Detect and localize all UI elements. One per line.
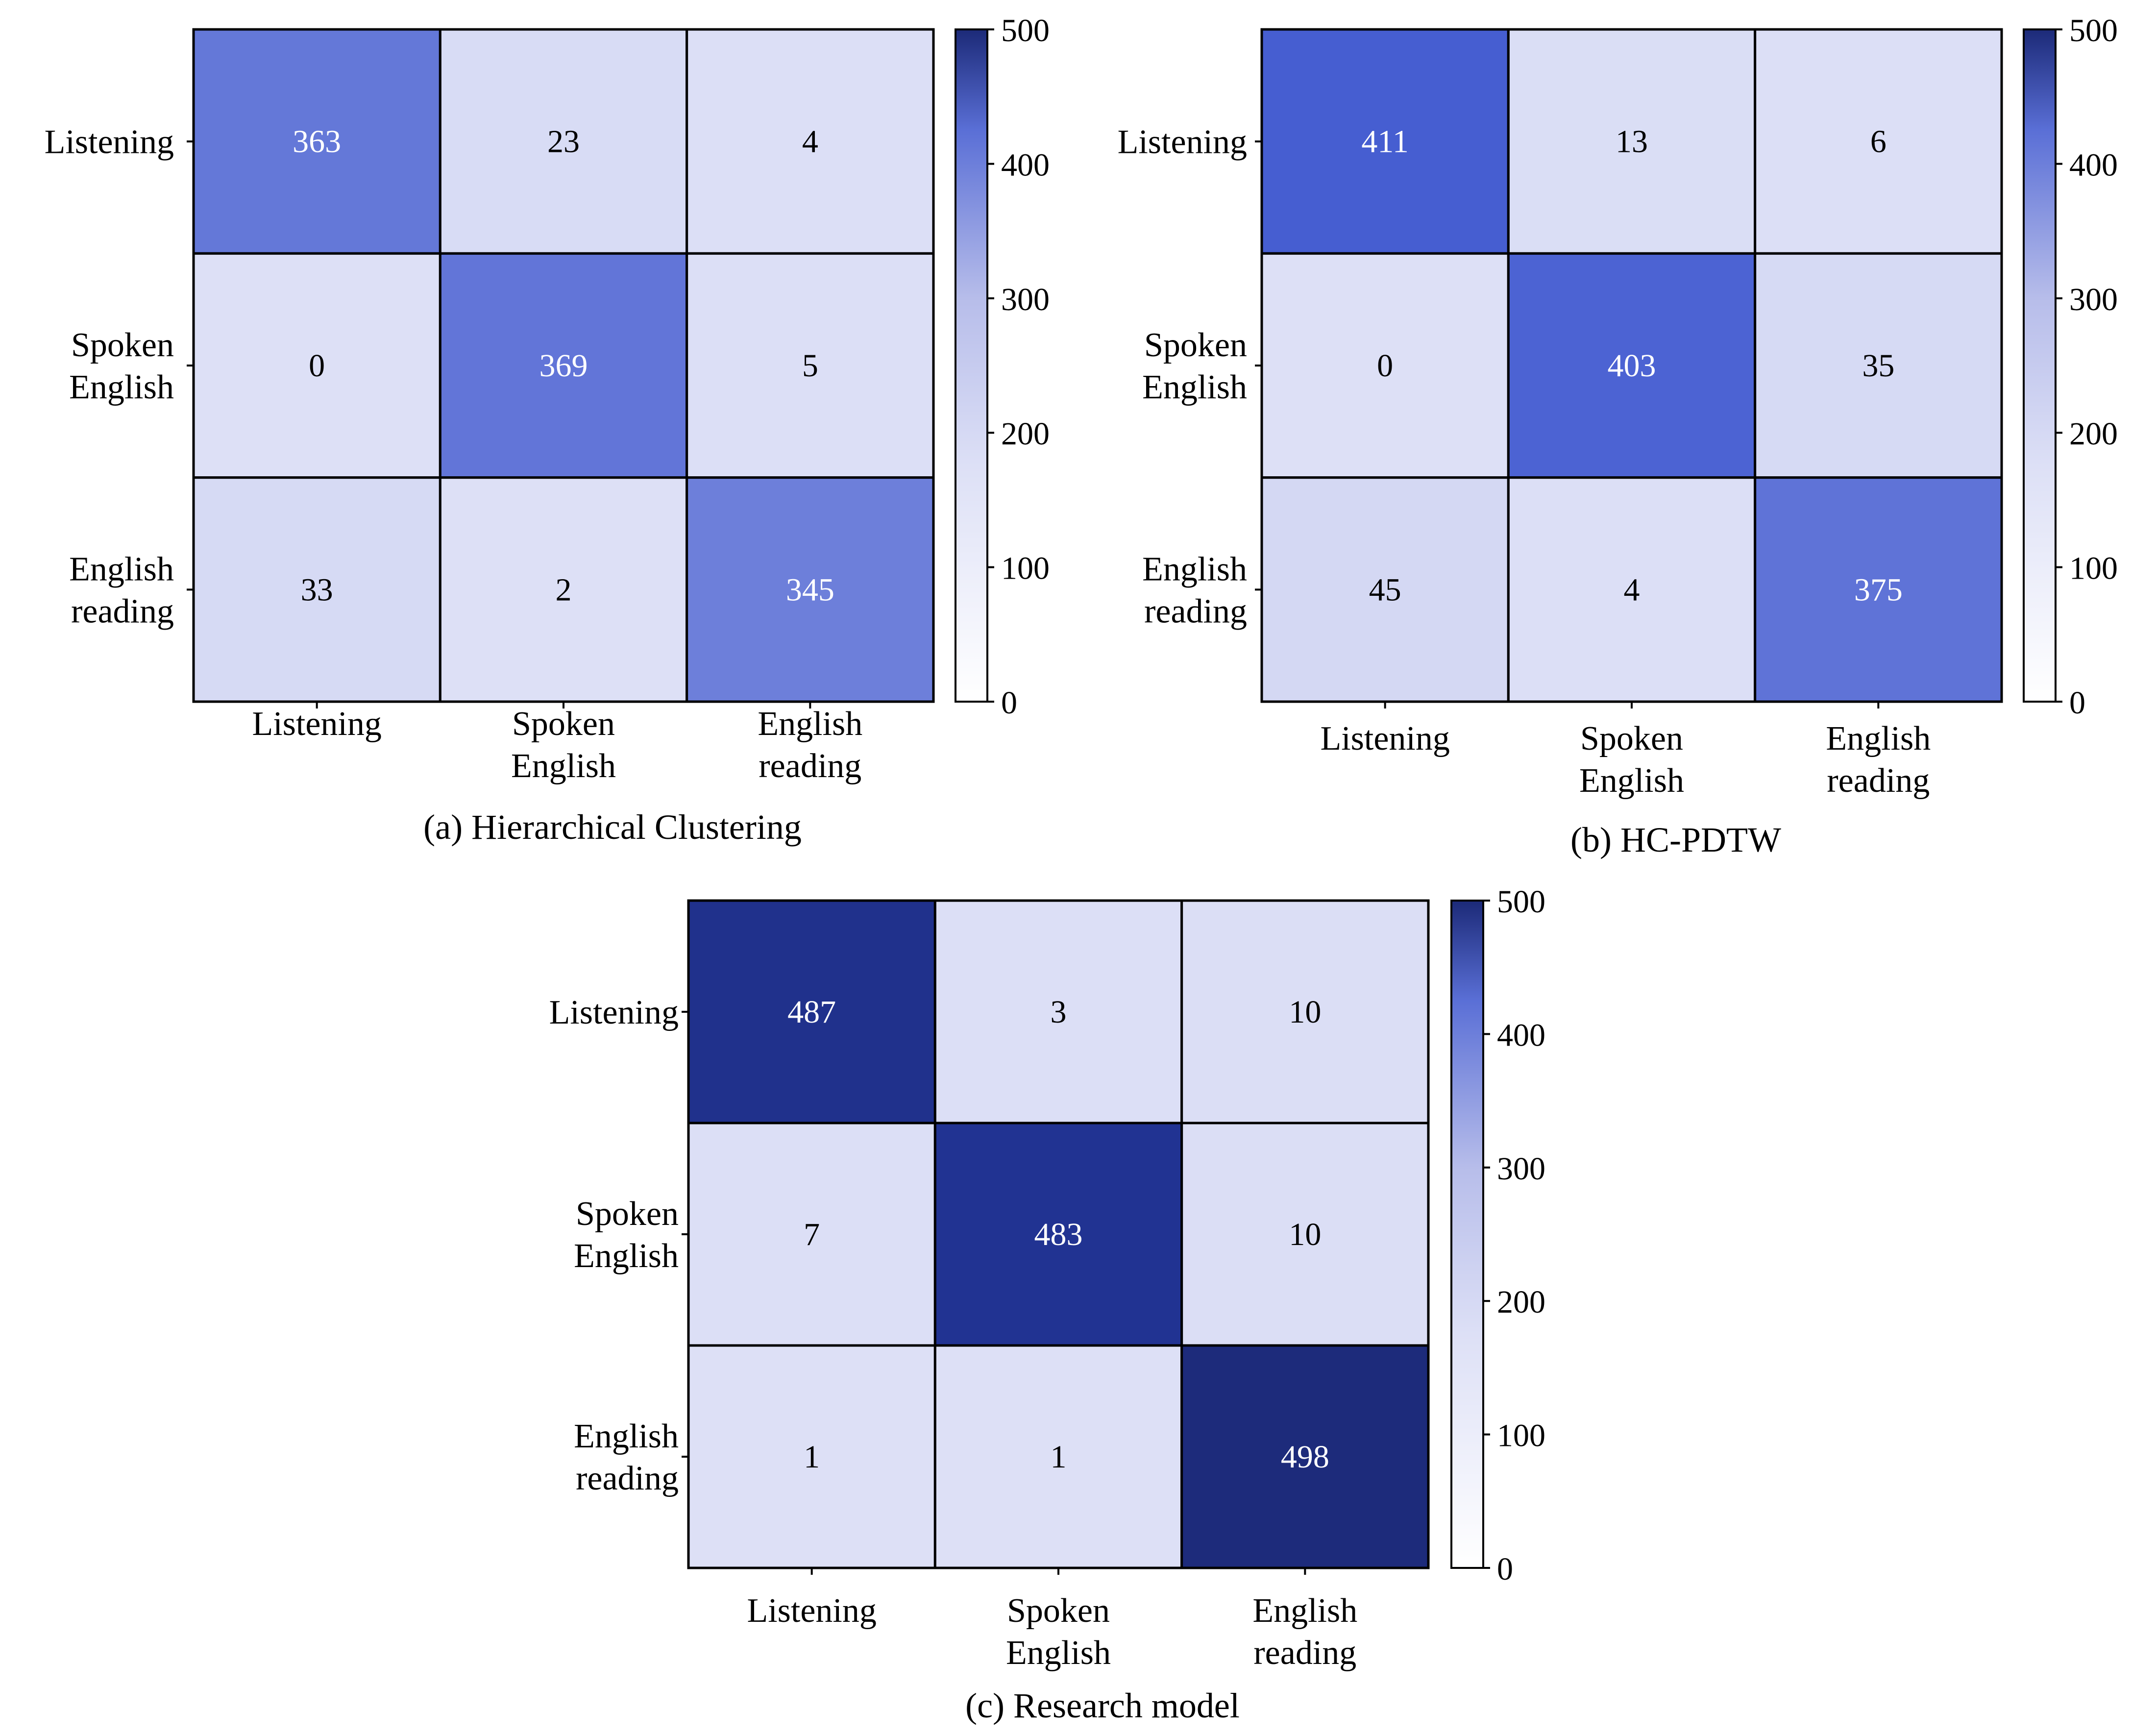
colorbar-tick-label: 100 bbox=[1497, 1418, 1545, 1454]
row-label: Listening bbox=[45, 123, 174, 161]
heatmap-cell bbox=[686, 252, 935, 479]
colorbar-tick-label: 200 bbox=[1001, 416, 1050, 452]
cell-value-label: 345 bbox=[786, 572, 834, 608]
col-label: Listening bbox=[1320, 720, 1449, 758]
row-label: Spoken English bbox=[69, 326, 174, 406]
cell-value-label: 1 bbox=[804, 1439, 820, 1475]
panel-caption: (b) HC-PDTW bbox=[1570, 820, 1781, 859]
colorbar-tick-label: 300 bbox=[1497, 1151, 1545, 1187]
colorbar-tick-label: 0 bbox=[2069, 685, 2085, 721]
cell-value-label: 411 bbox=[1361, 124, 1409, 160]
heatmap-cell bbox=[192, 28, 441, 255]
heatmap-cell bbox=[439, 252, 688, 479]
colorbar bbox=[955, 28, 988, 703]
cell-value-label: 4 bbox=[802, 124, 818, 160]
col-label: English reading bbox=[758, 705, 862, 785]
cell-value-label: 375 bbox=[1854, 572, 1903, 608]
heatmap-cell bbox=[1754, 476, 2003, 703]
cell-value-label: 483 bbox=[1034, 1217, 1083, 1252]
row-label: Spoken English bbox=[574, 1195, 679, 1275]
colorbar bbox=[1450, 900, 1484, 1569]
colorbar-tick-label: 100 bbox=[2069, 551, 2118, 586]
heatmap-cell bbox=[686, 28, 935, 255]
row-label: English reading bbox=[574, 1417, 679, 1497]
colorbar-tick-label: 500 bbox=[2069, 13, 2118, 49]
heatmap-cell bbox=[1180, 1122, 1430, 1347]
cell-value-label: 0 bbox=[309, 348, 325, 384]
cell-value-label: 33 bbox=[301, 572, 333, 608]
cell-value-label: 369 bbox=[539, 348, 588, 384]
cell-value-label: 35 bbox=[1862, 348, 1894, 384]
col-label: Spoken English bbox=[511, 705, 616, 785]
colorbar-tick-label: 100 bbox=[1001, 551, 1050, 586]
heatmap-cell bbox=[1180, 899, 1430, 1124]
colorbar-tick-label: 500 bbox=[1497, 884, 1545, 920]
heatmap-cell bbox=[192, 252, 441, 479]
colorbar-tick-label: 0 bbox=[1497, 1551, 1513, 1587]
heatmap-cell bbox=[1507, 28, 1757, 255]
cell-value-label: 403 bbox=[1608, 348, 1656, 384]
heatmap-cell bbox=[1507, 252, 1757, 479]
cell-value-label: 23 bbox=[547, 124, 580, 160]
colorbar-tick-label: 400 bbox=[1497, 1017, 1545, 1053]
heatmap-cell bbox=[1754, 28, 2003, 255]
row-label: Listening bbox=[1118, 123, 1247, 161]
heatmap-cell bbox=[687, 899, 936, 1124]
colorbar-tick-label: 200 bbox=[1497, 1284, 1545, 1320]
row-label: English reading bbox=[69, 550, 174, 630]
colorbar-tick-label: 300 bbox=[2069, 282, 2118, 318]
colorbar-tick-label: 200 bbox=[2069, 416, 2118, 452]
col-label: Spoken English bbox=[1579, 720, 1684, 800]
heatmap-panel-2: 411 13 6 0 403 35 45 4 375 Listening Spoken English… bbox=[1118, 13, 2118, 859]
colorbar-tick-label: 500 bbox=[1001, 13, 1050, 49]
heatmap-cell bbox=[439, 28, 688, 255]
cell-value-label: 363 bbox=[293, 124, 341, 160]
heatmap-cell bbox=[1260, 28, 1510, 255]
col-label: Spoken English bbox=[1006, 1592, 1111, 1672]
cell-value-label: 5 bbox=[802, 348, 818, 384]
row-label: Spoken English bbox=[1142, 326, 1247, 406]
colorbar-tick-label: 0 bbox=[1001, 685, 1017, 721]
cell-value-label: 10 bbox=[1289, 994, 1321, 1030]
cell-value-label: 3 bbox=[1051, 994, 1067, 1030]
col-label: Listening bbox=[747, 1592, 876, 1630]
colorbar bbox=[2023, 28, 2057, 703]
col-label: English reading bbox=[1252, 1592, 1357, 1672]
cell-value-label: 4 bbox=[1624, 572, 1640, 608]
cell-value-label: 487 bbox=[787, 994, 836, 1030]
cell-value-label: 498 bbox=[1281, 1439, 1329, 1475]
cell-value-label: 1 bbox=[1051, 1439, 1067, 1475]
cell-value-label: 7 bbox=[804, 1217, 820, 1252]
panel-caption: (a) Hierarchical Clustering bbox=[423, 807, 802, 847]
heatmap-cell bbox=[1260, 476, 1510, 703]
colorbar-tick-label: 400 bbox=[1001, 147, 1050, 183]
heatmap-cell bbox=[439, 476, 688, 703]
panel-caption: (c) Research model bbox=[965, 1686, 1240, 1725]
heatmap-cell bbox=[933, 1344, 1183, 1569]
cell-value-label: 13 bbox=[1616, 124, 1648, 160]
row-label: English reading bbox=[1142, 550, 1247, 630]
colorbar-tick-label: 300 bbox=[1001, 282, 1050, 318]
row-label: Listening bbox=[549, 994, 679, 1031]
col-label: English reading bbox=[1826, 720, 1931, 800]
heatmap-panel-3: 487 3 10 7 483 10 1 1 498 Listening Spoken English E… bbox=[549, 884, 1545, 1725]
cell-value-label: 0 bbox=[1377, 348, 1393, 384]
cell-value-label: 2 bbox=[556, 572, 572, 608]
colorbar-tick-label: 400 bbox=[2069, 147, 2118, 183]
cell-value-label: 10 bbox=[1289, 1217, 1321, 1252]
cell-value-label: 6 bbox=[1870, 124, 1886, 160]
heatmap-cell bbox=[933, 899, 1183, 1124]
cell-value-label: 45 bbox=[1369, 572, 1401, 608]
col-label: Listening bbox=[252, 705, 381, 743]
heatmap-panel-1: 363 23 4 0 369 5 33 2 345 Listening Spoken English E… bbox=[45, 13, 1050, 847]
heatmap-cell bbox=[1507, 476, 1757, 703]
